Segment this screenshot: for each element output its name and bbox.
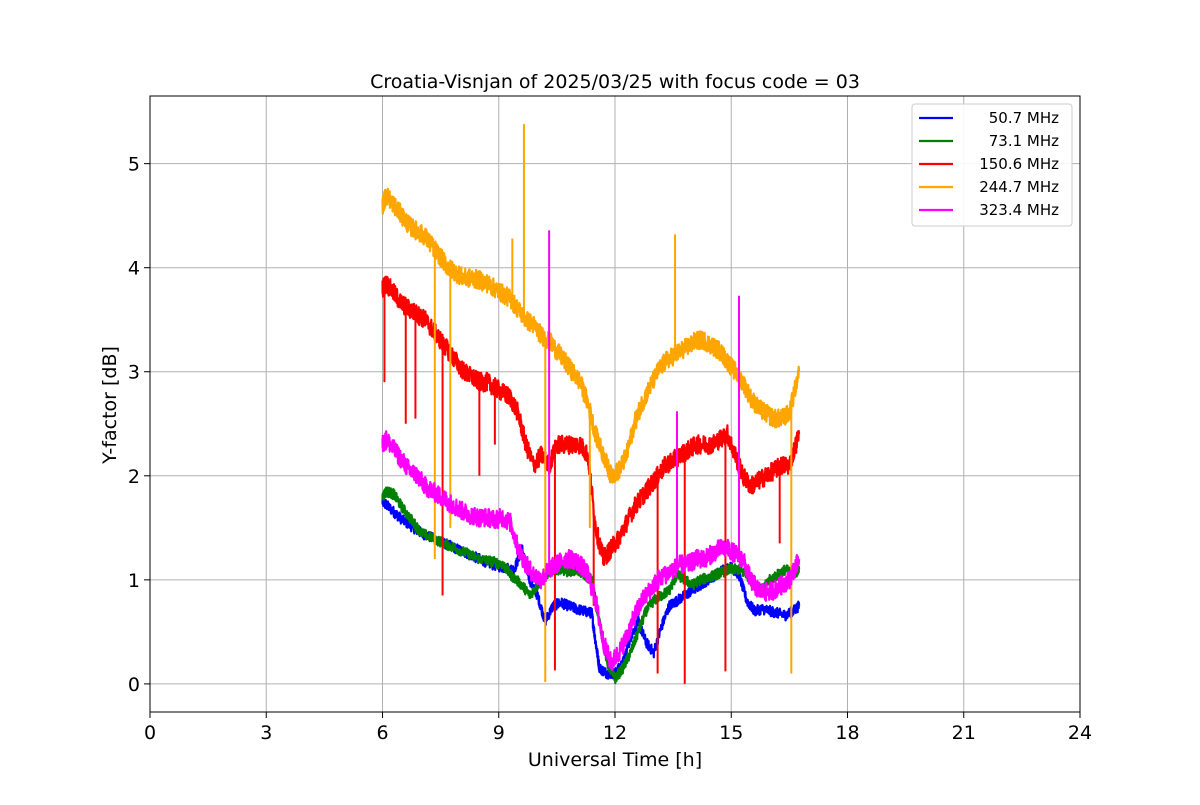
y-tick-label: 1 [128, 570, 140, 592]
legend-entry-label: 73.1 MHz [989, 132, 1059, 150]
x-tick-label: 9 [493, 722, 505, 744]
series-line [381, 430, 801, 671]
x-tick-label: 21 [952, 722, 976, 744]
x-tick-label: 18 [835, 722, 859, 744]
x-axis-label: Universal Time [h] [528, 749, 702, 771]
series-244-7-mhz [381, 124, 801, 682]
y-tick-label: 3 [128, 362, 140, 384]
legend: 50.7 MHz 73.1 MHz 150.6 MHz 244.7 MHz 323.4 … [911, 103, 1073, 227]
legend-entry-label: 323.4 MHz [979, 201, 1059, 219]
plot-series [381, 124, 801, 685]
legend-entry-label: 150.6 MHz [979, 155, 1059, 173]
series-line [381, 486, 801, 685]
y-tick-label: 5 [128, 154, 140, 176]
x-tick-label: 0 [144, 722, 156, 744]
y-axis-label: Y-factor [dB] [99, 346, 121, 465]
x-tick-label: 24 [1068, 722, 1092, 744]
legend-entry-label: 244.7 MHz [979, 178, 1059, 196]
series-line [381, 187, 801, 484]
x-tick-label: 3 [260, 722, 272, 744]
series-line [381, 275, 801, 567]
x-tick-label: 6 [376, 722, 388, 744]
legend-box [911, 103, 1073, 227]
chart-title: Croatia-Visnjan of 2025/03/25 with focus… [370, 71, 860, 93]
y-tick-label: 4 [128, 258, 140, 280]
x-tick-label: 12 [603, 722, 627, 744]
grid [149, 96, 1081, 712]
x-tick-label: 15 [719, 722, 743, 744]
legend-entry-label: 50.7 MHz [989, 109, 1059, 127]
series-73-1-mhz [381, 486, 801, 685]
series-323-4-mhz [381, 230, 801, 671]
y-tick-label: 0 [128, 674, 140, 696]
y-tick-label: 2 [128, 466, 140, 488]
